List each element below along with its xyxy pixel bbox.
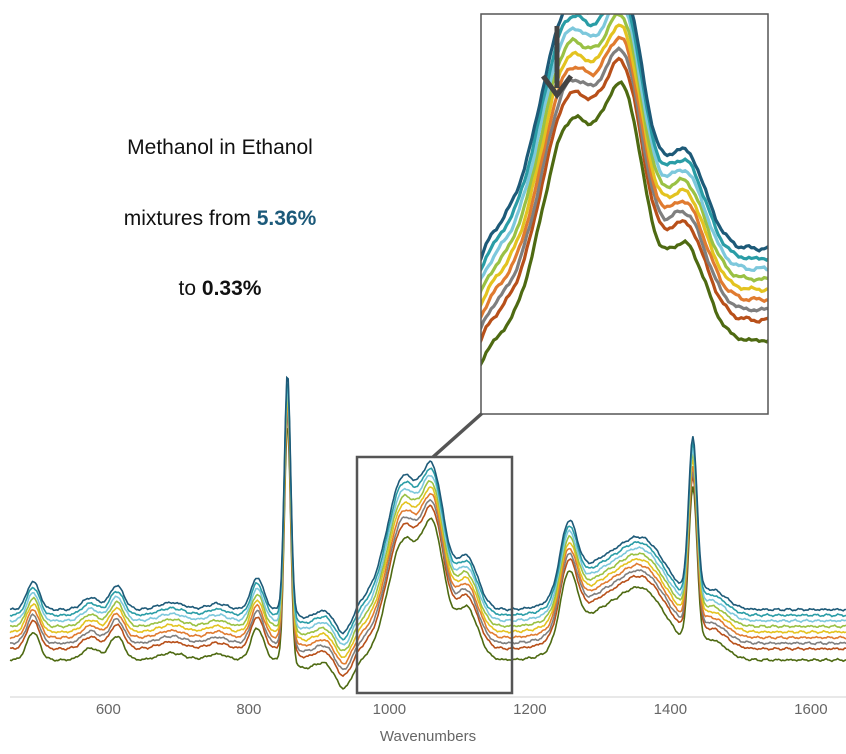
x-tick-label: 1200: [513, 701, 546, 718]
inset-spectra: [481, 14, 768, 368]
series-line: [9, 426, 846, 690]
series-line: [9, 414, 846, 678]
x-tick-labels: 600 800 1000 1200 1400 1600: [96, 701, 828, 718]
series-line: [9, 394, 846, 652]
inset-frame-bg: [481, 14, 768, 414]
zoom-connector-line: [431, 406, 490, 459]
main-spectra: [9, 375, 846, 690]
caption-line-1: Methanol in Ethanol: [127, 136, 313, 159]
series-line: [10, 411, 846, 671]
inset-series-line: [481, 80, 768, 368]
inset-frame: [480, 13, 769, 415]
inset-series-line: [481, 23, 768, 310]
inset-series-line: [481, 46, 768, 331]
inset-series-line: [481, 35, 768, 320]
x-tick-label: 1400: [654, 701, 687, 718]
series-line: [9, 382, 846, 641]
series-line: [9, 375, 846, 635]
x-tick-label: 800: [236, 701, 261, 718]
inset-series-line: [481, 14, 768, 296]
x-axis-label: Wavenumbers: [380, 728, 476, 745]
series-line: [9, 399, 846, 659]
x-tick-label: 1000: [373, 701, 406, 718]
caption-line-2: mixtures from 5.36%: [123, 207, 317, 230]
caption-line-3: to 0.33%: [178, 277, 262, 300]
inset-series-line: [481, 56, 768, 344]
series-line: [9, 389, 846, 646]
min-concentration-value: 0.33%: [201, 277, 262, 300]
series-line: [9, 405, 846, 665]
x-tick-label: 1600: [794, 701, 827, 718]
x-tick-label: 600: [96, 701, 121, 718]
down-arrow-icon: [540, 26, 574, 100]
max-concentration-value: 5.36%: [256, 207, 317, 230]
